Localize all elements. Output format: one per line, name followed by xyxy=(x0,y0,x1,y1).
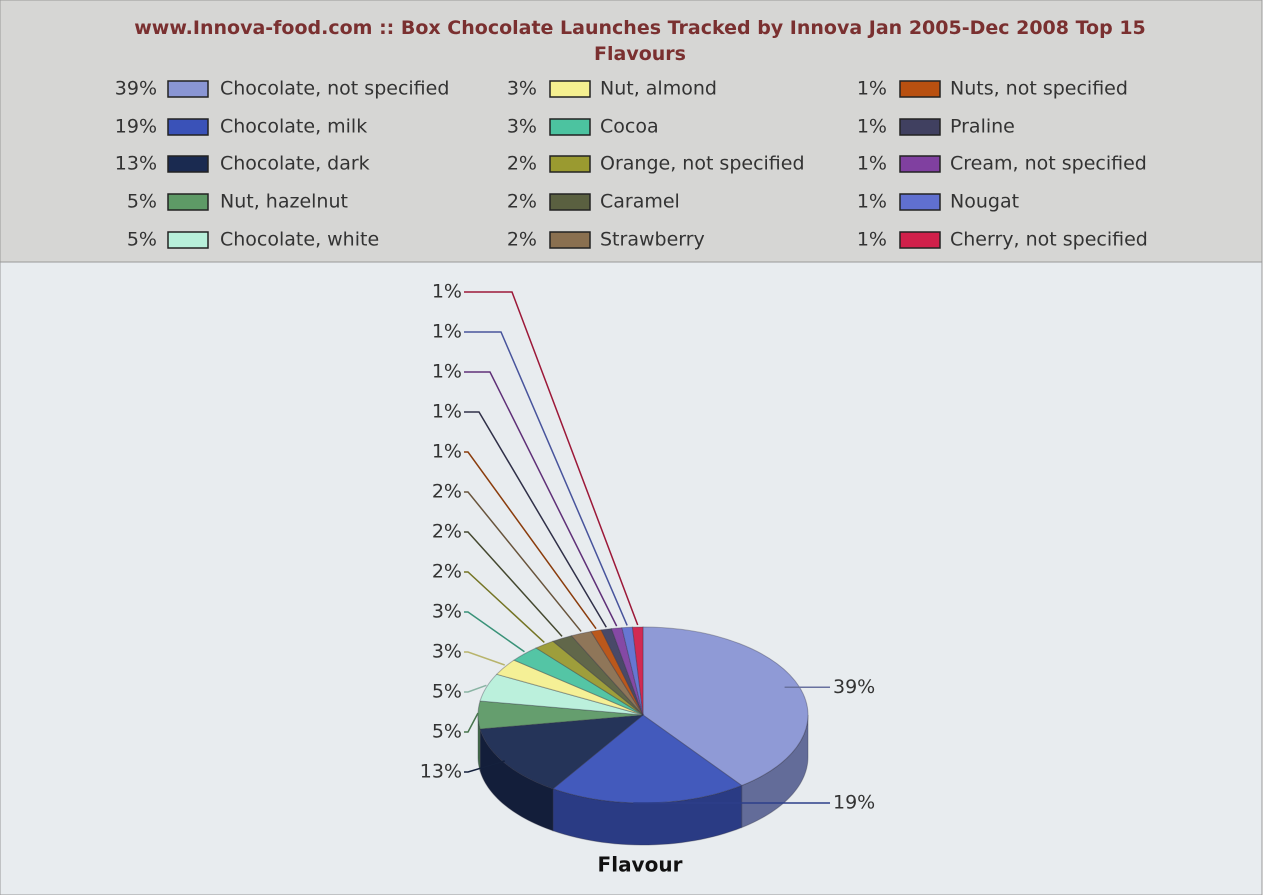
data-label: 19% xyxy=(833,791,875,813)
callout-line xyxy=(464,611,525,653)
legend-label: Praline xyxy=(950,116,1015,138)
pie-slice xyxy=(631,626,644,716)
data-label: 1% xyxy=(432,401,462,423)
data-label: 2% xyxy=(432,521,462,543)
legend-value: 2% xyxy=(507,153,537,175)
legend-swatch xyxy=(549,118,591,136)
axis-label: Flavour xyxy=(598,853,683,877)
legend-swatch xyxy=(899,193,941,211)
chart-title: www.Innova-food.com :: Box Chocolate Lau… xyxy=(134,17,1146,65)
pie-slice xyxy=(621,626,644,716)
legend-swatch xyxy=(167,231,209,249)
pie-slice xyxy=(600,628,644,716)
legend-label: Nut, almond xyxy=(600,78,717,100)
legend-swatch xyxy=(899,155,941,173)
legend-value: 2% xyxy=(507,229,537,251)
data-label: 1% xyxy=(432,281,462,303)
pie-slice xyxy=(479,714,645,790)
pie-slice xyxy=(570,630,644,716)
callout-line xyxy=(464,571,545,644)
legend-value: 39% xyxy=(115,78,157,100)
title-line: Flavours xyxy=(594,43,686,65)
pie-tops xyxy=(477,626,809,804)
legend-value: 1% xyxy=(857,116,887,138)
legend-label: Cream, not specified xyxy=(950,153,1147,175)
legend-swatch xyxy=(167,80,209,98)
legend-swatch xyxy=(167,118,209,136)
data-label: 2% xyxy=(432,561,462,583)
legend-label: Chocolate, dark xyxy=(220,153,370,175)
callout-line xyxy=(464,712,479,733)
callout-line xyxy=(464,684,487,693)
legend-label: Chocolate, white xyxy=(220,229,379,251)
callout-line xyxy=(464,371,618,627)
legend-swatch xyxy=(899,118,941,136)
legend-label: Orange, not specified xyxy=(600,153,805,175)
legend-value: 5% xyxy=(127,191,157,213)
legend-label: Cocoa xyxy=(600,116,659,138)
legend-value: 13% xyxy=(115,153,157,175)
callout-line xyxy=(464,651,505,666)
legend-swatch xyxy=(549,231,591,249)
pie-slice xyxy=(479,673,644,716)
callout-line xyxy=(464,531,563,637)
data-label: 5% xyxy=(432,681,462,703)
callout-line xyxy=(464,760,505,773)
callout-line xyxy=(464,291,639,626)
data-label: 39% xyxy=(833,676,875,698)
legend-swatch xyxy=(549,80,591,98)
legend-label: Nuts, not specified xyxy=(950,78,1128,100)
legend-value: 3% xyxy=(507,78,537,100)
legend-swatch xyxy=(167,193,209,211)
data-label: 3% xyxy=(432,641,462,663)
pie-slice xyxy=(495,659,644,716)
header-background xyxy=(0,0,1263,263)
legend-swatch xyxy=(899,231,941,249)
legend-value: 1% xyxy=(857,191,887,213)
legend-swatch xyxy=(549,155,591,173)
legend-label: Cherry, not specified xyxy=(950,229,1148,251)
pie-slice xyxy=(534,640,644,716)
legend-label: Caramel xyxy=(600,191,680,213)
legend-swatch xyxy=(899,80,941,98)
data-label: 3% xyxy=(432,601,462,623)
legend-swatch xyxy=(549,193,591,211)
legend-swatch xyxy=(167,155,209,173)
legend-value: 1% xyxy=(857,78,887,100)
data-label: 1% xyxy=(432,321,462,343)
legend-value: 19% xyxy=(115,116,157,138)
legend-value: 5% xyxy=(127,229,157,251)
callout-line xyxy=(464,411,607,628)
callout-line xyxy=(464,491,582,632)
legend-label: Chocolate, not specified xyxy=(220,78,449,100)
legend-value: 2% xyxy=(507,191,537,213)
legend-value: 1% xyxy=(857,153,887,175)
legend-value: 3% xyxy=(507,116,537,138)
data-label: 5% xyxy=(432,721,462,743)
legend-label: Chocolate, milk xyxy=(220,116,367,138)
pie-slice xyxy=(610,627,644,716)
data-label: 13% xyxy=(420,761,462,783)
legend-label: Nut, hazelnut xyxy=(220,191,348,213)
pie-slice xyxy=(512,647,644,716)
legend-label: Nougat xyxy=(950,191,1019,213)
callout-line xyxy=(464,451,597,630)
title-line: www.Innova-food.com :: Box Chocolate Lau… xyxy=(134,17,1146,39)
pie-slice xyxy=(477,700,644,730)
data-label: 1% xyxy=(432,361,462,383)
pie-slice xyxy=(551,635,644,716)
callout-line xyxy=(464,331,628,626)
legend-label: Strawberry xyxy=(600,229,705,251)
pie-slice xyxy=(590,629,644,716)
legend-value: 1% xyxy=(857,229,887,251)
data-label: 1% xyxy=(432,441,462,463)
data-label: 2% xyxy=(432,481,462,503)
